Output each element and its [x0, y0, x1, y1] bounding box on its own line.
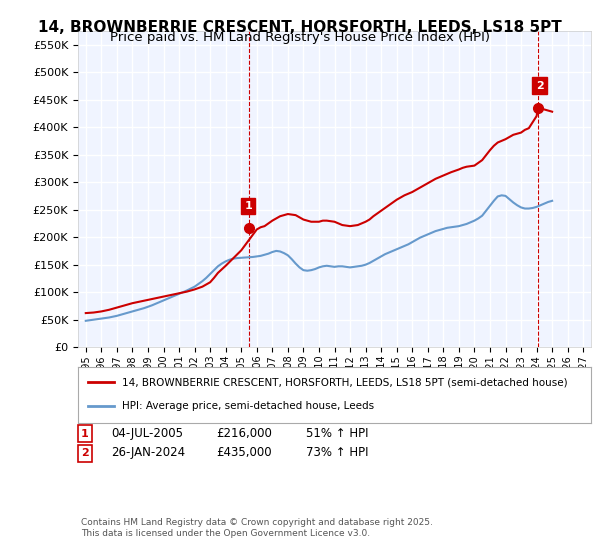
Text: £435,000: £435,000 [216, 446, 272, 459]
Text: 14, BROWNBERRIE CRESCENT, HORSFORTH, LEEDS, LS18 5PT: 14, BROWNBERRIE CRESCENT, HORSFORTH, LEE… [38, 20, 562, 35]
Text: £216,000: £216,000 [216, 427, 272, 440]
Text: 14, BROWNBERRIE CRESCENT, HORSFORTH, LEEDS, LS18 5PT (semi-detached house): 14, BROWNBERRIE CRESCENT, HORSFORTH, LEE… [122, 377, 567, 388]
Text: HPI: Average price, semi-detached house, Leeds: HPI: Average price, semi-detached house,… [122, 401, 374, 411]
Text: 04-JUL-2005: 04-JUL-2005 [111, 427, 183, 440]
Text: 1: 1 [244, 201, 252, 211]
Text: 73% ↑ HPI: 73% ↑ HPI [306, 446, 368, 459]
Text: Price paid vs. HM Land Registry's House Price Index (HPI): Price paid vs. HM Land Registry's House … [110, 31, 490, 44]
Text: Contains HM Land Registry data © Crown copyright and database right 2025.
This d: Contains HM Land Registry data © Crown c… [81, 518, 433, 538]
Text: 1: 1 [81, 429, 89, 439]
Text: 2: 2 [536, 81, 544, 91]
Text: 2: 2 [81, 449, 89, 459]
Text: 51% ↑ HPI: 51% ↑ HPI [306, 427, 368, 440]
Text: 26-JAN-2024: 26-JAN-2024 [111, 446, 185, 459]
